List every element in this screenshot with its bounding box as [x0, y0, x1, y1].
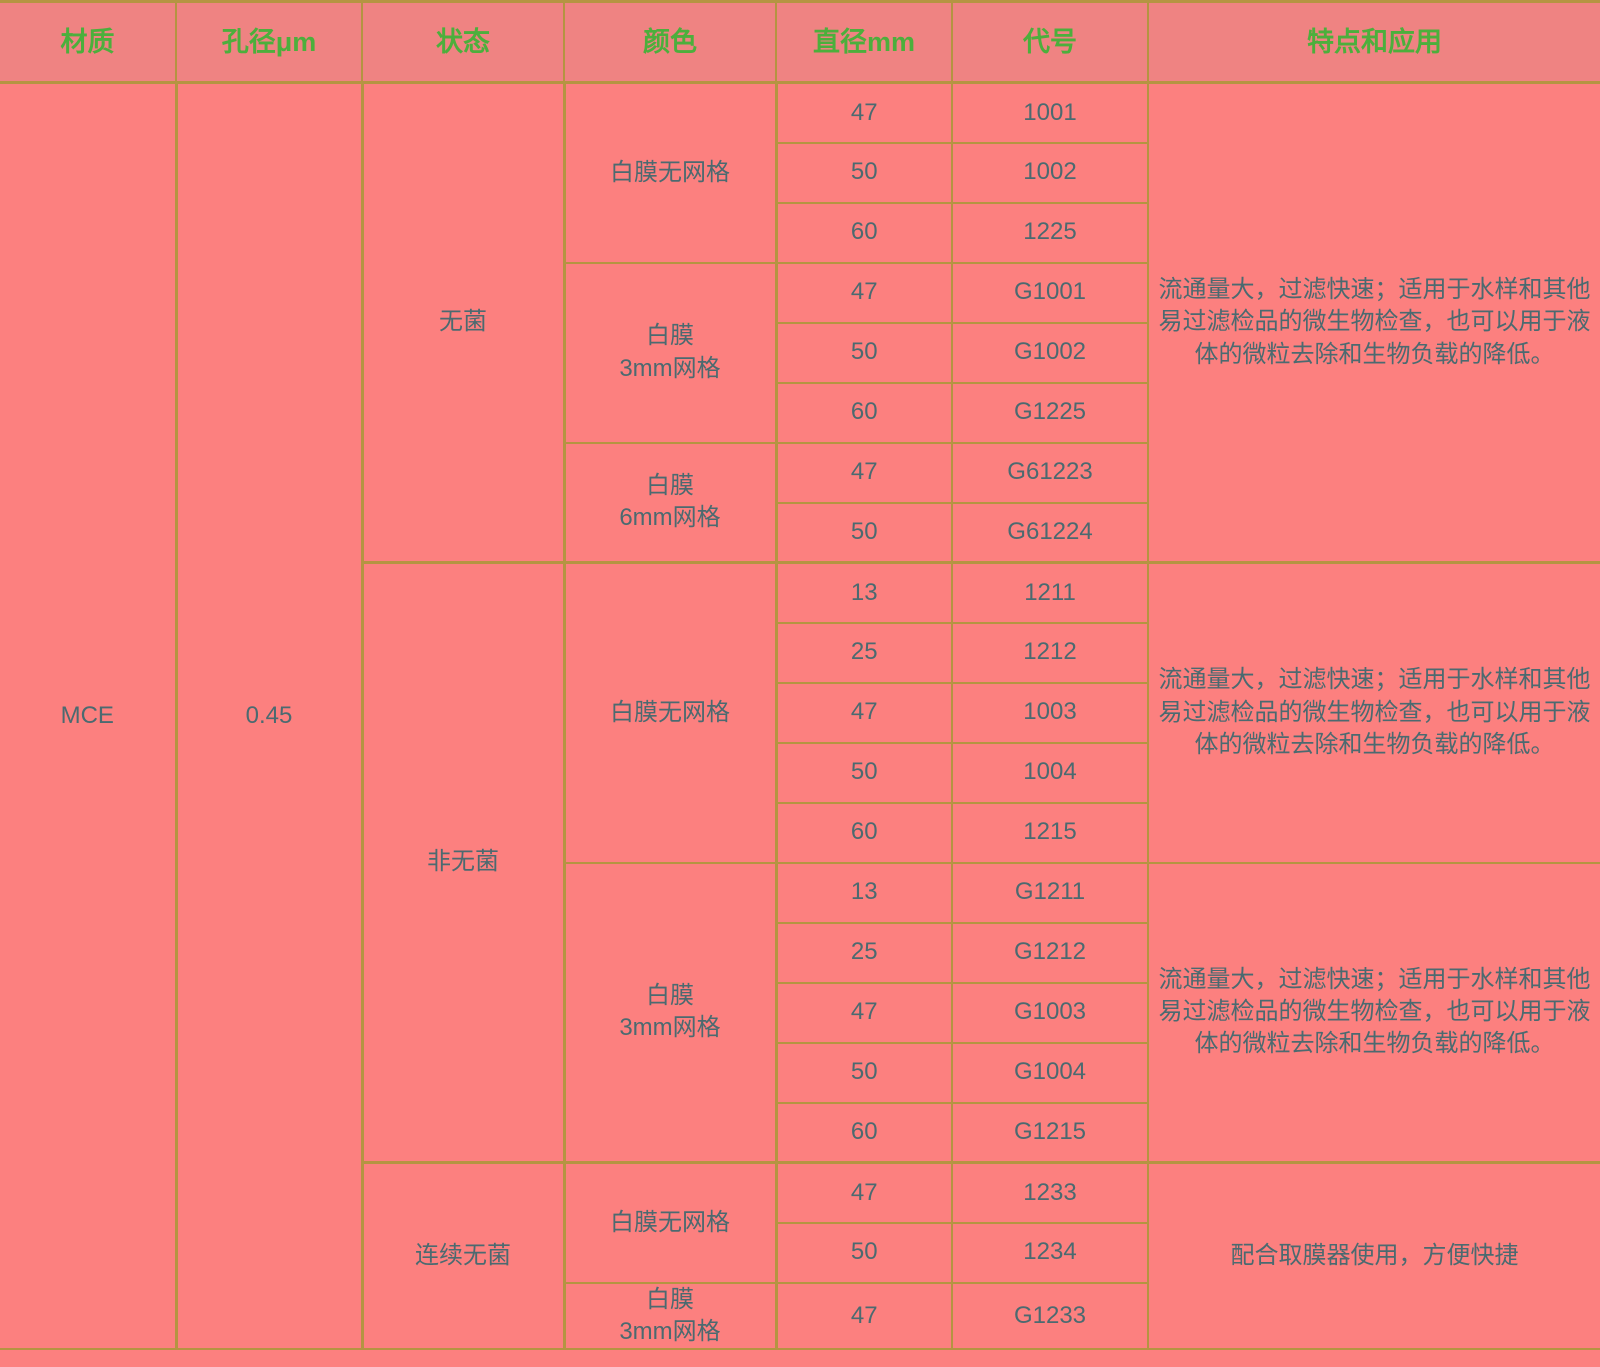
cell-code: G61223: [952, 442, 1149, 504]
cell-code: G1003: [952, 982, 1149, 1044]
cell-diameter: 47: [776, 262, 953, 324]
table-row: 非无菌 白膜无网格 13 1211 流通量大，过滤快速；适用于水样和其他易过滤检…: [0, 562, 1600, 1164]
cell-state-sterile: 无菌: [362, 82, 566, 564]
cell-code: G1211: [952, 862, 1149, 924]
column-header-feature: 特点和应用: [1148, 1, 1600, 84]
table-row: 60 1215: [0, 802, 1600, 864]
cell-diameter: 13: [776, 862, 953, 924]
cell-diameter: 47: [776, 682, 953, 744]
cell-code: 1002: [952, 142, 1149, 204]
cell-diameter: 60: [776, 382, 953, 444]
table-row: 白膜 3mm网格 47 G1001: [0, 262, 1600, 444]
color-label-line1: 白膜: [646, 1285, 694, 1313]
cell-diameter: 60: [776, 802, 953, 864]
table-row: 50 1234: [0, 1222, 1600, 1284]
table-row: 60 1225: [0, 202, 1600, 264]
cell-color-6mm-grid: 白膜 6mm网格: [564, 442, 778, 564]
cell-diameter: 25: [776, 922, 953, 984]
cell-code: G61224: [952, 502, 1149, 564]
color-label-line2: 6mm网格: [619, 504, 721, 532]
cell-diameter: 50: [776, 502, 953, 564]
cell-diameter: 47: [776, 442, 953, 504]
table-row: 25 G1212: [0, 922, 1600, 984]
cell-code: G1233: [952, 1282, 1149, 1351]
table-row: 60 G1225: [0, 382, 1600, 444]
color-label-line1: 白膜: [646, 471, 694, 499]
column-header-diameter: 直径mm: [776, 1, 953, 84]
table-row: 白膜 6mm网格 47 G61223: [0, 442, 1600, 564]
table-row: 白膜 3mm网格 13 G1211 流通量大，过滤快速；适用于水样和其他易过滤检…: [0, 862, 1600, 1164]
cell-feature: 配合取膜器使用，方便快捷: [1148, 1162, 1600, 1351]
cell-code: 1212: [952, 622, 1149, 684]
cell-diameter: 47: [776, 982, 953, 1044]
cell-material: MCE: [0, 82, 178, 1351]
cell-color-plain: 白膜无网格: [564, 562, 778, 864]
cell-code: G1001: [952, 262, 1149, 324]
cell-color-3mm-grid: 白膜 3mm网格: [564, 262, 778, 444]
cell-code: 1003: [952, 682, 1149, 744]
cell-code: G1212: [952, 922, 1149, 984]
cell-diameter: 47: [776, 1162, 953, 1224]
cell-code: G1215: [952, 1102, 1149, 1164]
cell-diameter: 50: [776, 742, 953, 804]
table-row: 50 G61224: [0, 502, 1600, 564]
cell-diameter: 25: [776, 622, 953, 684]
cell-diameter: 50: [776, 1042, 953, 1104]
cell-code: G1002: [952, 322, 1149, 384]
cell-code: G1004: [952, 1042, 1149, 1104]
table-body: MCE 0.45 无菌 白膜无网格 47 1001 流通量大，过滤快速；适用于水…: [0, 82, 1600, 1351]
cell-code: 1001: [952, 82, 1149, 144]
table-header: 材质 孔径μm 状态 颜色 直径mm 代号 特点和应用: [0, 1, 1600, 84]
cell-state-non-sterile: 非无菌: [362, 562, 566, 1164]
table-row: 50 1004: [0, 742, 1600, 804]
color-label-line2: 3mm网格: [619, 354, 721, 382]
column-header-pore-size: 孔径μm: [176, 1, 363, 84]
column-header-state: 状态: [362, 1, 565, 84]
column-header-material: 材质: [0, 1, 177, 84]
color-label-line2: 3mm网格: [619, 1317, 721, 1345]
cell-code: 1004: [952, 742, 1149, 804]
cell-code: 1234: [952, 1222, 1149, 1284]
cell-feature: 流通量大，过滤快速；适用于水样和其他易过滤检品的微生物检查，也可以用于液体的微粒…: [1148, 562, 1600, 864]
cell-diameter: 13: [776, 562, 953, 624]
cell-code: 1225: [952, 202, 1149, 264]
cell-diameter: 60: [776, 202, 953, 264]
table-row: 50 G1004: [0, 1042, 1600, 1104]
table-row: MCE 0.45 无菌 白膜无网格 47 1001 流通量大，过滤快速；适用于水…: [0, 82, 1600, 1351]
cell-color-plain: 白膜无网格: [564, 1162, 778, 1284]
table-row: 60 G1215: [0, 1102, 1600, 1164]
color-label-line2: 3mm网格: [619, 1014, 721, 1042]
table-row: 50 1002: [0, 142, 1600, 204]
cell-pore-size: 0.45: [176, 82, 364, 1351]
cell-feature: 流通量大，过滤快速；适用于水样和其他易过滤检品的微生物检查，也可以用于液体的微粒…: [1148, 82, 1600, 564]
cell-diameter: 60: [776, 1102, 953, 1164]
header-row: 材质 孔径μm 状态 颜色 直径mm 代号 特点和应用: [0, 1, 1600, 84]
color-label-line1: 白膜: [646, 981, 694, 1009]
cell-color-plain: 白膜无网格: [564, 82, 778, 264]
table-row: 50 G1002: [0, 322, 1600, 384]
table-row: 47 G1003: [0, 982, 1600, 1044]
cell-diameter: 50: [776, 322, 953, 384]
color-label-line1: 白膜: [646, 322, 694, 350]
column-header-code: 代号: [952, 1, 1149, 84]
table-row: 47 1003: [0, 682, 1600, 744]
cell-color-3mm-grid: 白膜 3mm网格: [564, 862, 778, 1164]
cell-code: 1233: [952, 1162, 1149, 1224]
column-header-color: 颜色: [564, 1, 777, 84]
cell-code: 1211: [952, 562, 1149, 624]
cell-code: G1225: [952, 382, 1149, 444]
cell-diameter: 50: [776, 1222, 953, 1284]
cell-code: 1215: [952, 802, 1149, 864]
cell-feature: 流通量大，过滤快速；适用于水样和其他易过滤检品的微生物检查，也可以用于液体的微粒…: [1148, 862, 1600, 1164]
cell-state-continuous-sterile: 连续无菌: [362, 1162, 566, 1351]
table-row: 白膜 3mm网格 47 G1233: [0, 1282, 1600, 1351]
cell-diameter: 47: [776, 82, 953, 144]
table-row: 25 1212: [0, 622, 1600, 684]
table-row: 连续无菌 白膜无网格 47 1233 配合取膜器使用，方便快捷: [0, 1162, 1600, 1351]
cell-diameter: 47: [776, 1282, 953, 1351]
cell-diameter: 50: [776, 142, 953, 204]
cell-color-3mm-grid: 白膜 3mm网格: [564, 1282, 778, 1351]
